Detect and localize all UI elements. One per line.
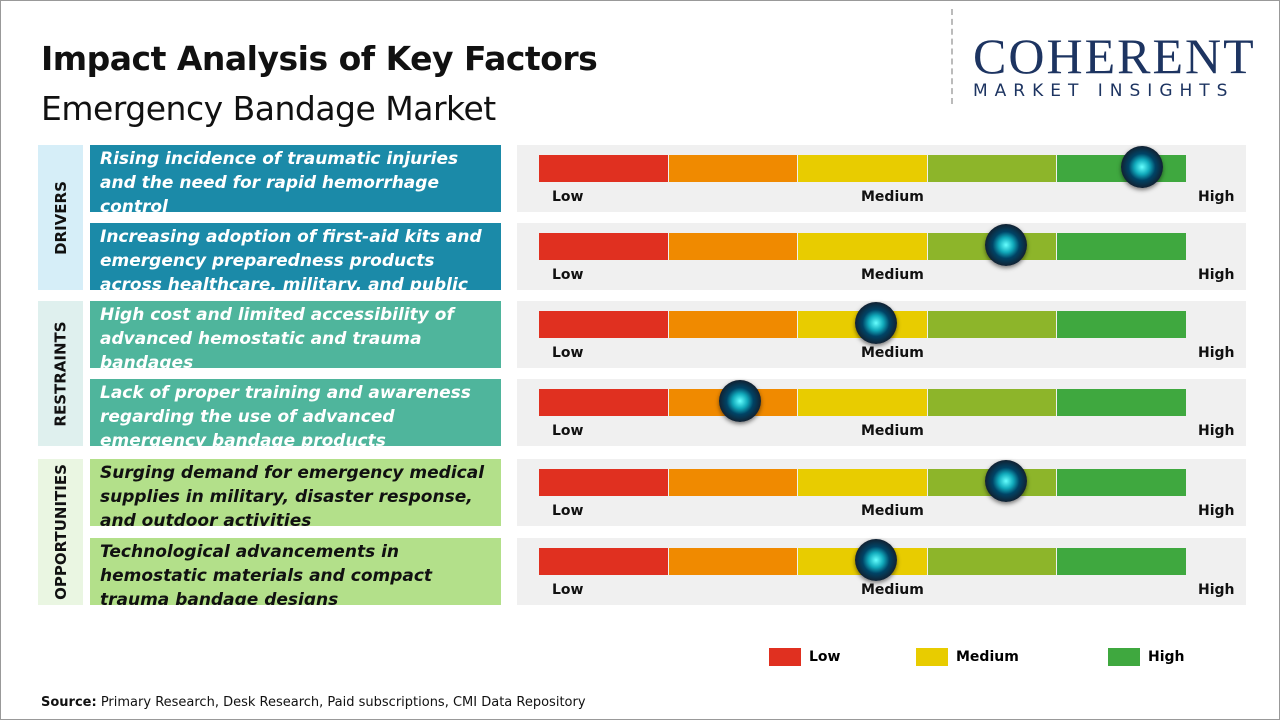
impact-indicator-knob	[984, 460, 1027, 502]
scale-label-low: Low	[552, 345, 584, 361]
gauge-segment	[668, 469, 798, 496]
scale-label-medium: Medium	[861, 503, 924, 519]
logo-main: COHERENT	[973, 28, 1256, 84]
category-label: DRIVERS	[51, 180, 70, 255]
scale-label-low: Low	[552, 582, 584, 598]
gauge-segment	[927, 155, 1057, 182]
page-subtitle: Emergency Bandage Market	[41, 89, 496, 128]
legend-label: Low	[809, 649, 841, 665]
gauge-segment	[539, 311, 668, 338]
scale-label-low: Low	[552, 503, 584, 519]
gauge-segment	[539, 233, 668, 260]
impact-gauge: Low Medium High	[517, 538, 1246, 605]
factor-text: Rising incidence of traumatic injuries a…	[90, 145, 501, 212]
category-restraints: RESTRAINTS	[38, 301, 83, 446]
gauge-segment	[1057, 548, 1186, 575]
category-label: RESTRAINTS	[51, 320, 70, 427]
gauge-segment	[1057, 311, 1186, 338]
gauge-segment	[539, 155, 668, 182]
gauge-segment	[798, 389, 927, 416]
legend-swatch	[916, 648, 948, 666]
scale-label-medium: Medium	[861, 345, 924, 361]
gauge-segment	[668, 311, 798, 338]
legend-swatch	[1108, 648, 1140, 666]
factor-text: High cost and limited accessibility of a…	[90, 301, 501, 368]
scale-label-low: Low	[552, 267, 584, 283]
source-note: Source: Primary Research, Desk Research,…	[41, 695, 586, 710]
gauge-segment	[1057, 469, 1186, 496]
scale-label-medium: Medium	[861, 267, 924, 283]
impact-indicator-knob	[854, 539, 897, 581]
impact-gauge: Low Medium High	[517, 145, 1246, 212]
gauge-segment	[539, 548, 668, 575]
gauge-segment	[1057, 389, 1186, 416]
gauge-segment	[668, 548, 798, 575]
scale-label-high: High	[1198, 267, 1235, 283]
gauge-segment	[1057, 233, 1186, 260]
source-text: Primary Research, Desk Research, Paid su…	[96, 695, 586, 710]
scale-label-low: Low	[552, 189, 584, 205]
scale-label-high: High	[1198, 345, 1235, 361]
company-logo: COHERENT MARKET INSIGHTS	[951, 9, 1271, 104]
category-opportunities: OPPORTUNITIES	[38, 459, 83, 605]
factor-text: Technological advancements in hemostatic…	[90, 538, 501, 605]
legend-item: Medium	[916, 648, 1019, 666]
gauge-segment	[927, 548, 1057, 575]
factor-text: Lack of proper training and awareness re…	[90, 379, 501, 446]
scale-label-medium: Medium	[861, 582, 924, 598]
gauge-segment	[927, 389, 1057, 416]
gauge-segment	[927, 311, 1057, 338]
scale-label-medium: Medium	[861, 423, 924, 439]
gauge-segment	[798, 155, 927, 182]
scale-label-medium: Medium	[861, 189, 924, 205]
impact-gauge: Low Medium High	[517, 459, 1246, 526]
legend-swatch	[769, 648, 801, 666]
impact-indicator-knob	[984, 224, 1027, 266]
page-title: Impact Analysis of Key Factors	[41, 39, 598, 78]
impact-gauge: Low Medium High	[517, 301, 1246, 368]
logo-sub: MARKET INSIGHTS	[973, 81, 1235, 101]
gauge-segment	[798, 469, 927, 496]
scale-label-high: High	[1198, 423, 1235, 439]
category-label: OPPORTUNITIES	[51, 464, 70, 600]
legend-label: High	[1148, 649, 1185, 665]
scale-label-low: Low	[552, 423, 584, 439]
impact-indicator-knob	[854, 302, 897, 344]
scale-label-high: High	[1198, 582, 1235, 598]
legend-item: Low	[769, 648, 840, 666]
scale-label-high: High	[1198, 189, 1235, 205]
impact-indicator-knob	[718, 380, 761, 422]
factor-text: Increasing adoption of first-aid kits an…	[90, 223, 501, 290]
legend-label: Medium	[956, 649, 1019, 665]
gauge-segment	[539, 469, 668, 496]
source-label: Source:	[41, 695, 97, 710]
gauge-segment	[668, 155, 798, 182]
gauge-segment	[539, 389, 668, 416]
gauge-segment	[798, 233, 927, 260]
legend-item: High	[1108, 648, 1185, 666]
factor-text: Surging demand for emergency medical sup…	[90, 459, 501, 526]
impact-gauge: Low Medium High	[517, 223, 1246, 290]
impact-indicator-knob	[1120, 146, 1163, 188]
category-drivers: DRIVERS	[38, 145, 83, 290]
gauge-segment	[668, 233, 798, 260]
scale-label-high: High	[1198, 503, 1235, 519]
impact-gauge: Low Medium High	[517, 379, 1246, 446]
